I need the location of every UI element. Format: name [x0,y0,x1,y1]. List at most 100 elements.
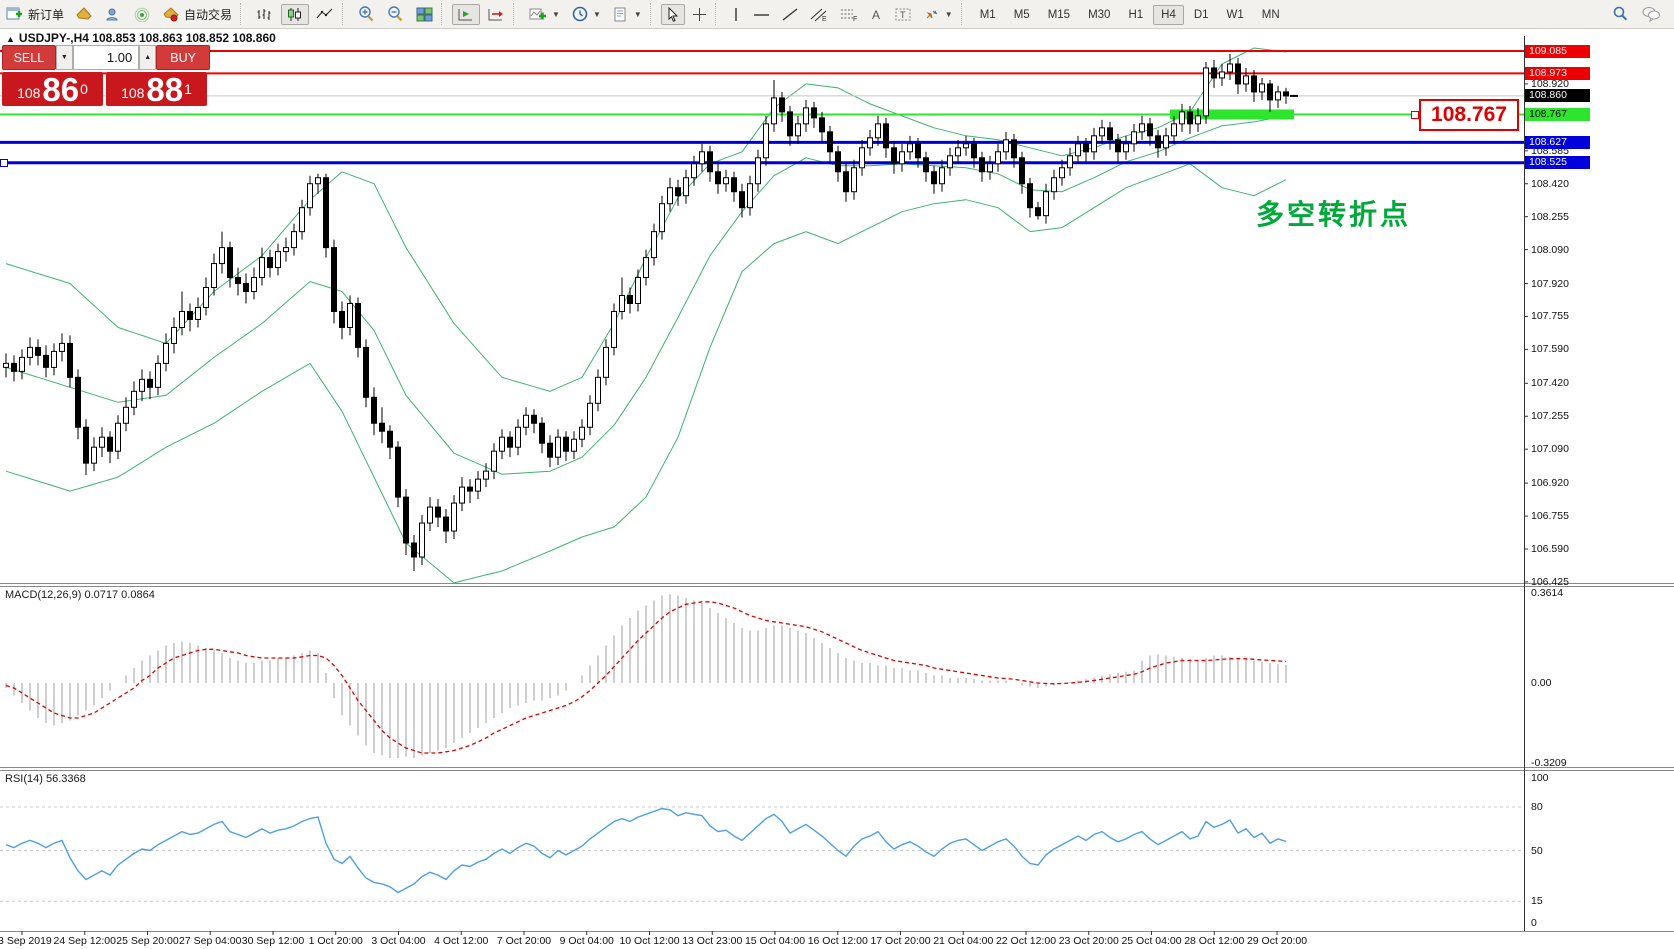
turning-point-annotation[interactable]: 多空转折点 [1256,198,1412,231]
candle-body [403,496,409,544]
rsi-axis-label: 15 [1531,895,1543,908]
panel-collapse-icon[interactable]: ▲ [6,34,15,44]
periods-button[interactable]: ▼ [567,3,606,25]
candle-body [467,486,473,492]
rsi-axis-label: 100 [1531,772,1549,784]
candle-body [115,422,121,452]
arrows-button[interactable]: ▼ [919,4,958,25]
candle-body [1011,139,1017,159]
candle-body [323,177,329,249]
candle-body [627,295,633,304]
candle-body [571,438,577,452]
templates-button[interactable]: ▼ [608,4,647,25]
text-button[interactable]: A [865,4,888,25]
volume-input[interactable]: 1.00 [72,45,140,70]
vertical-line-button[interactable] [726,4,746,25]
text-icon: A [872,8,880,22]
channel-button[interactable]: E [805,4,833,25]
candlestick-button[interactable] [281,3,310,25]
chevron-down-icon: ▼ [944,9,953,19]
market-button[interactable] [100,4,127,25]
chart-shift-button[interactable] [482,4,510,25]
fibonacci-button[interactable]: F [835,4,863,25]
timeframe-mn[interactable]: MN [1261,9,1280,21]
candle-body [659,203,665,233]
search-button[interactable] [1607,3,1634,25]
candle-body [147,378,153,388]
rsi-indicator-label: RSI(14) 56.3368 [5,773,86,785]
timeframe-m5[interactable]: M5 [1013,9,1030,21]
candle-body [1083,143,1089,153]
candle-body [179,310,185,328]
chevron-down-icon: ▼ [592,9,601,19]
volume-down-button[interactable]: ▼ [55,45,73,70]
candle-body [35,346,41,356]
annotation-anchor[interactable] [1411,111,1419,119]
new-order-button[interactable]: 新订单 [1,3,69,26]
zoom-out-button[interactable] [382,3,409,25]
trendline-button[interactable] [777,4,803,25]
candle-body [91,446,97,464]
volume-up-button[interactable]: ▲ [139,45,157,70]
candle-body [187,310,193,320]
rsi-axis-label: 0 [1531,917,1537,929]
timeframe-w1[interactable]: W1 [1226,9,1244,21]
candle-body [1123,143,1129,153]
candle-body [963,143,969,149]
text-label-icon: T [895,8,911,20]
svg-text:A: A [872,8,880,22]
timeframe-m30[interactable]: M30 [1088,9,1111,21]
timeframe-m15[interactable]: M15 [1047,9,1071,21]
candle-body [1059,167,1065,179]
cursor-button[interactable] [660,3,685,25]
line-anchor-handle[interactable] [0,159,8,167]
bar-chart-button[interactable] [251,4,279,25]
candle-body [675,187,681,197]
candle-body [139,378,145,392]
price-annotation-box[interactable]: 108.767 [1419,99,1519,131]
tile-windows-icon [416,7,433,21]
price-level-label: 108.767 [1525,107,1590,121]
candle-body [923,157,929,173]
chat-icon [1642,7,1660,22]
buy-price-button[interactable]: 108 88 1 [106,72,207,106]
candle-body [11,362,17,372]
buy-button[interactable]: BUY [156,45,211,70]
toolbar: 新订单 自动交易 ▼ ▼ [0,0,1674,29]
line-chart-button[interactable] [311,4,339,25]
timeframe-h4[interactable]: H4 [1153,5,1184,25]
indicators-icon [529,8,547,19]
signals-button[interactable] [129,4,156,25]
indicators-button[interactable]: ▼ [524,4,565,25]
tile-windows-button[interactable] [411,4,438,25]
candle-body [347,302,353,328]
timeframe-group: M1 M5 M15 M30 H1 H4 D1 W1 MN [971,5,1289,25]
candle-body [1115,139,1121,153]
timeframe-d1[interactable]: D1 [1193,9,1209,21]
time-axis-label: 3 Oct 04:00 [371,935,426,947]
zoom-out-icon [388,6,403,22]
autoscroll-button[interactable] [452,3,481,25]
chat-button[interactable] [1636,3,1666,25]
horizontal-line-button[interactable] [748,4,775,25]
timeframe-m1[interactable]: M1 [979,9,996,21]
crosshair-button[interactable] [687,4,712,25]
sell-price-button[interactable]: 108 86 0 [2,72,103,106]
autotrade-button[interactable]: 自动交易 [158,3,237,26]
zoom-in-button[interactable] [353,3,380,25]
candle-body [1099,127,1105,137]
candle-body [483,470,489,480]
expert-advisor-button[interactable] [71,4,98,25]
text-label-button[interactable]: T [890,4,917,25]
candle-body [1019,157,1025,185]
sell-button[interactable]: SELL [2,45,56,70]
candle-body [27,346,33,358]
crosshair-icon [692,7,706,21]
bar-chart-icon [257,8,271,20]
highlight-zone[interactable] [1170,109,1294,120]
price-tick-label: 108.090 [1531,243,1569,256]
timeframe-h1[interactable]: H1 [1128,9,1144,21]
candle-body [851,167,857,193]
candle-body [1003,139,1009,153]
